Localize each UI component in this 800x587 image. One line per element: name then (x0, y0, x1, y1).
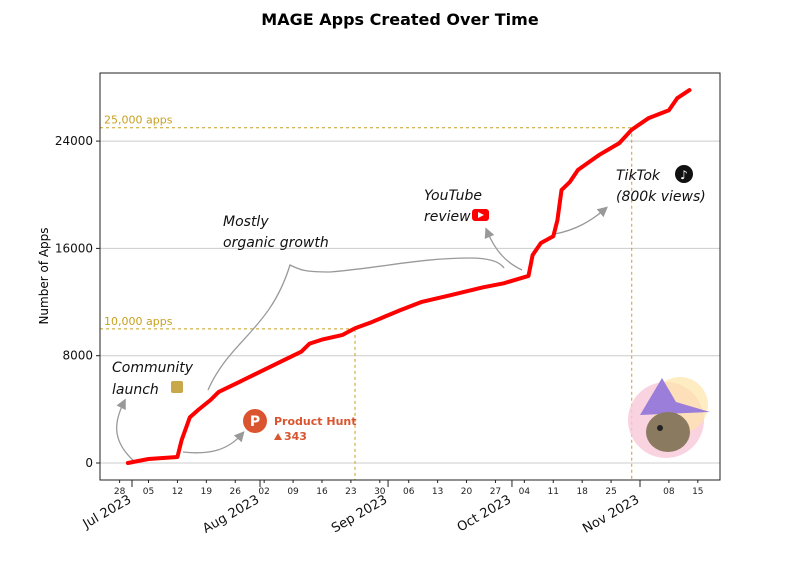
y-tick-label: 24000 (55, 134, 93, 148)
svg-text:♪: ♪ (680, 168, 688, 182)
x-minor-tick-label: 09 (287, 487, 299, 497)
computer-emoji-icon (171, 381, 183, 393)
tiktok-label-2: (800k views) (616, 189, 706, 205)
series-line (125, 88, 692, 465)
community-label-1: Community (112, 360, 194, 376)
x-month-label: Jul 2023 (80, 492, 134, 532)
x-minor-tick-label: 23 (345, 487, 356, 497)
x-minor-tick-label: 25 (605, 487, 616, 497)
organic-label-2: organic growth (223, 235, 329, 251)
y-tick-label: 16000 (55, 241, 93, 255)
youtube-arrow (484, 227, 523, 271)
youtube-icon (472, 209, 489, 221)
svg-text:P: P (250, 414, 260, 430)
x-month-label: Nov 2023 (580, 492, 642, 536)
product-hunt-logo: P (243, 409, 267, 433)
x-minor-tick-label: 20 (461, 487, 473, 497)
reference-label: 25,000 apps (104, 114, 173, 127)
x-minor-tick-label: 06 (403, 487, 415, 497)
y-tick-label: 0 (85, 456, 93, 470)
x-minor-tick-label: 16 (316, 487, 328, 497)
x-minor-tick-label: 27 (490, 487, 501, 497)
tiktok-arrow (554, 206, 608, 235)
youtube-label-1: YouTube (424, 188, 482, 204)
x-minor-tick-label: 18 (576, 487, 588, 497)
tiktok-label-1: TikTok (616, 168, 661, 184)
x-minor-tick-label: 15 (692, 487, 703, 497)
product-hunt-votes: 343 (284, 430, 307, 443)
x-minor-tick-label: 13 (432, 487, 443, 497)
x-month-label: Oct 2023 (455, 492, 514, 535)
product-hunt-name: Product Hunt (274, 415, 356, 428)
x-minor-tick-label: 05 (143, 487, 154, 497)
organic-label-1: Mostly (223, 214, 269, 230)
product-hunt-arrow (182, 431, 245, 454)
x-minor-tick-label: 08 (663, 487, 675, 497)
y-tick-label: 8000 (62, 349, 93, 363)
upvote-icon (274, 433, 282, 440)
x-month-label: Sep 2023 (329, 492, 390, 536)
tiktok-icon: ♪ (675, 165, 693, 183)
x-minor-tick-label: 04 (519, 487, 531, 497)
x-month-label: Aug 2023 (200, 492, 262, 536)
x-minor-tick-label: 19 (201, 487, 213, 497)
community-label-2: launch (112, 382, 159, 398)
reference-label: 10,000 apps (104, 315, 173, 328)
x-minor-tick-label: 12 (172, 487, 183, 497)
x-minor-tick-label: 11 (548, 487, 559, 497)
x-minor-tick-label: 28 (114, 487, 126, 497)
annotations: Community launch Mostly organic growth Y… (112, 165, 710, 463)
organic-brace (207, 257, 505, 391)
x-minor-tick-label: 26 (230, 487, 242, 497)
plot-frame (99, 72, 721, 481)
x-minor-tick-label: 30 (374, 487, 386, 497)
y-axis-label: Number of Apps (37, 227, 51, 324)
community-arrow (116, 398, 136, 463)
mascot-logo (628, 377, 710, 458)
youtube-label-2: review (424, 209, 471, 225)
x-minor-tick-label: 02 (258, 487, 269, 497)
chart-title: MAGE Apps Created Over Time (261, 10, 539, 29)
